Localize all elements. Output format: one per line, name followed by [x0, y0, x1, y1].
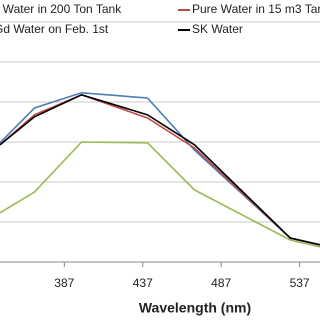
legend-label: Gd Water on Feb. 1st [0, 22, 109, 36]
series-line [0, 93, 320, 246]
x-tick-label: 387 [54, 276, 74, 290]
series-line [0, 141, 320, 248]
x-tick-label: 537 [290, 276, 310, 290]
x-tick-label: 487 [211, 276, 231, 290]
legend-label: Pure Water in 15 m3 Tank [192, 2, 320, 16]
legend-label: SK Water [192, 22, 243, 36]
x-axis-title: Wavelength (nm) [139, 300, 251, 316]
x-tick-label: 437 [133, 276, 153, 290]
legend-label: Pure Water in 200 Ton Tank [0, 2, 122, 16]
